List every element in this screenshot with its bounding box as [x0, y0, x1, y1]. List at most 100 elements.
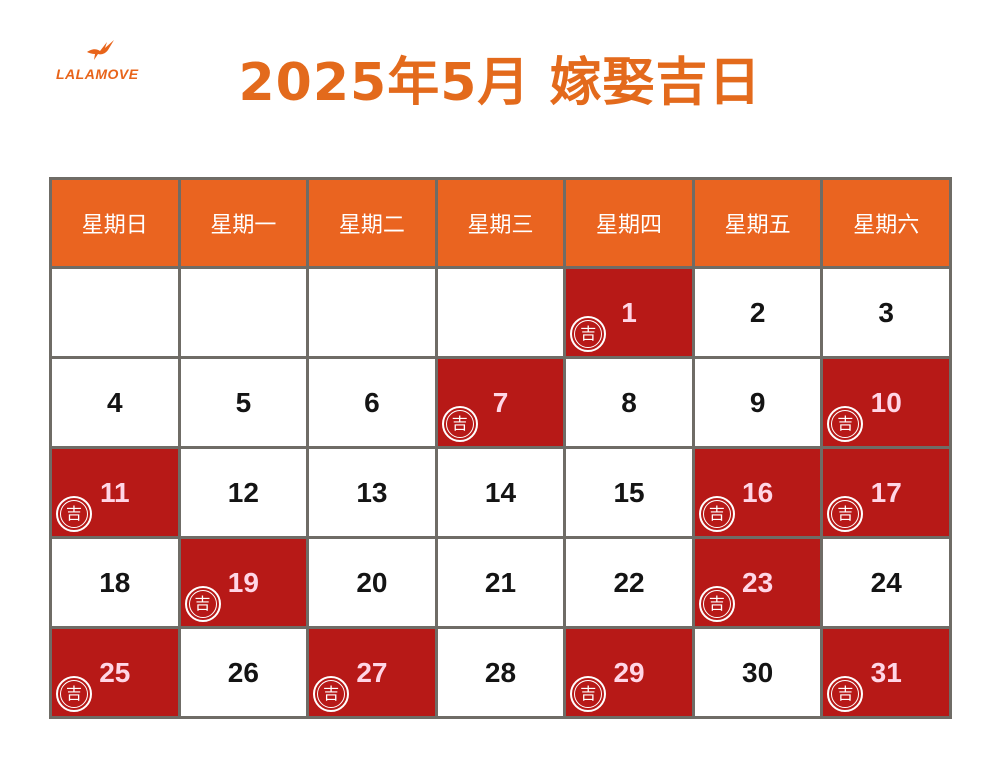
auspicious-stamp-icon: 吉 — [827, 496, 864, 532]
day-number: 29 — [613, 656, 645, 688]
day-cell: 4 — [52, 359, 178, 446]
day-cell: 22 — [566, 539, 692, 626]
auspicious-day-cell: 25 吉 — [52, 629, 178, 716]
day-number: 14 — [484, 476, 517, 508]
auspicious-stamp-label: 吉 — [837, 684, 854, 703]
auspicious-stamp-label: 吉 — [708, 594, 725, 613]
weekday-header-mon: 星期一 — [180, 180, 307, 266]
day-cell: 20 — [309, 539, 435, 626]
empty-day-cell — [437, 269, 564, 356]
auspicious-stamp-icon: 吉 — [441, 406, 478, 442]
day-cell: 30 — [694, 629, 821, 716]
weekday-header-fri: 星期五 — [694, 180, 821, 266]
day-cell: 12 — [180, 449, 307, 536]
day-number: 27 — [356, 656, 388, 688]
day-cell: 6 — [309, 359, 435, 446]
auspicious-stamp-icon: 吉 — [570, 316, 607, 352]
auspicious-stamp-label: 吉 — [580, 684, 597, 703]
auspicious-stamp-icon: 吉 — [698, 496, 735, 532]
day-cell: 5 — [180, 359, 307, 446]
day-cell: 24 — [823, 539, 949, 626]
day-cell: 15 — [566, 449, 692, 536]
day-number: 26 — [227, 656, 259, 688]
auspicious-stamp-icon: 吉 — [184, 586, 221, 622]
day-number: 19 — [227, 566, 259, 598]
day-cell: 28 — [437, 629, 564, 716]
auspicious-stamp-icon: 吉 — [56, 676, 92, 712]
hummingbird-icon — [87, 40, 114, 60]
weekday-header-wed: 星期三 — [437, 180, 564, 266]
day-number: 6 — [364, 386, 380, 418]
auspicious-stamp-label: 吉 — [194, 594, 211, 613]
auspicious-stamp-label: 吉 — [65, 684, 82, 703]
auspicious-stamp-label: 吉 — [837, 414, 854, 433]
auspicious-day-cell: 19 吉 — [180, 539, 307, 626]
day-number: 4 — [106, 386, 123, 418]
day-number: 25 — [99, 656, 131, 688]
weekday-header-sun: 星期日 — [52, 180, 178, 266]
day-cell: 26 — [180, 629, 307, 716]
page-title: 2025年5月 嫁娶吉日 — [238, 53, 762, 113]
day-number: 30 — [742, 656, 774, 688]
day-cell: 14 — [437, 449, 564, 536]
auspicious-stamp-label: 吉 — [65, 504, 82, 523]
day-number: 13 — [356, 476, 388, 508]
day-cell: 3 — [823, 269, 949, 356]
auspicious-day-cell: 31 吉 — [823, 629, 949, 716]
empty-day-cell — [180, 269, 307, 356]
day-number: 21 — [484, 566, 517, 598]
auspicious-stamp-label: 吉 — [323, 684, 340, 703]
day-number: 31 — [870, 656, 902, 688]
day-number: 20 — [356, 566, 388, 598]
day-number: 7 — [492, 386, 509, 418]
auspicious-stamp-label: 吉 — [580, 324, 597, 343]
auspicious-day-cell: 10 吉 — [823, 359, 949, 446]
day-number: 22 — [613, 566, 645, 598]
day-number: 17 — [870, 476, 902, 508]
auspicious-stamp-label: 吉 — [451, 414, 468, 433]
day-number: 11 — [99, 476, 130, 508]
brand-name: LALAMOVE — [56, 66, 139, 82]
day-number: 9 — [749, 386, 766, 418]
auspicious-stamp-label: 吉 — [837, 504, 854, 523]
day-cell: 2 — [694, 269, 821, 356]
auspicious-day-cell: 23 吉 — [694, 539, 821, 626]
day-number: 3 — [878, 296, 894, 328]
day-number: 10 — [870, 386, 902, 418]
auspicious-day-cell: 11 吉 — [52, 449, 178, 536]
weekday-header-tue: 星期二 — [309, 180, 435, 266]
day-number: 1 — [621, 296, 637, 328]
auspicious-stamp-icon: 吉 — [698, 586, 735, 622]
day-cell: 21 — [437, 539, 564, 626]
day-cell: 8 — [566, 359, 692, 446]
weekday-header-thu: 星期四 — [566, 180, 692, 266]
auspicious-stamp-icon: 吉 — [313, 676, 350, 712]
auspicious-day-cell: 29 吉 — [566, 629, 692, 716]
day-number: 18 — [99, 566, 131, 598]
auspicious-day-cell: 17 吉 — [823, 449, 949, 536]
auspicious-stamp-icon: 吉 — [827, 406, 864, 442]
auspicious-day-cell: 16 吉 — [694, 449, 821, 536]
auspicious-stamp-icon: 吉 — [56, 496, 92, 532]
day-number: 24 — [870, 566, 902, 598]
day-cell: 13 — [309, 449, 435, 536]
day-number: 16 — [742, 476, 774, 508]
day-number: 12 — [227, 476, 259, 508]
auspicious-stamp-icon: 吉 — [827, 676, 864, 712]
brand-logo: LALAMOVE — [52, 38, 152, 88]
auspicious-day-cell: 27 吉 — [309, 629, 435, 716]
day-number: 5 — [235, 386, 252, 418]
day-number: 15 — [613, 476, 645, 508]
day-number: 28 — [484, 656, 517, 688]
day-number: 8 — [621, 386, 637, 418]
weekday-header-sat: 星期六 — [823, 180, 949, 266]
day-number: 23 — [742, 566, 774, 598]
day-cell: 9 — [694, 359, 821, 446]
empty-day-cell — [52, 269, 178, 356]
auspicious-stamp-label: 吉 — [708, 504, 725, 523]
day-cell: 18 — [52, 539, 178, 626]
empty-day-cell — [309, 269, 435, 356]
